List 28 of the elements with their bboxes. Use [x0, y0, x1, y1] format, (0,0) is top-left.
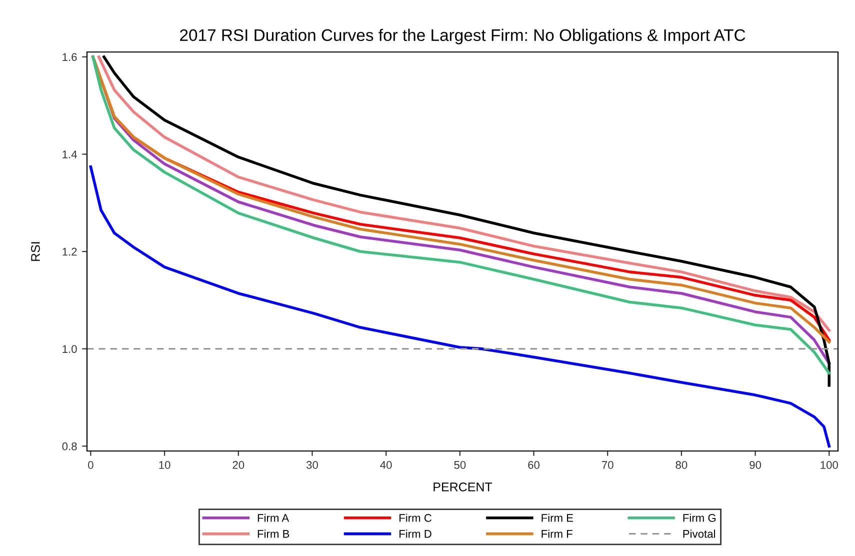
legend-label: Firm C — [400, 514, 432, 522]
y-axis-title: RSI — [31, 242, 40, 261]
chart-title: 2017 RSI Duration Curves for the Largest Firm: No Obligations & Import ATC — [180, 28, 746, 44]
x-tick-label: 30 — [306, 461, 318, 469]
x-tick-label: 90 — [750, 461, 762, 469]
y-tick-label: 1.2 — [62, 248, 77, 256]
y-tick-label: 1.0 — [62, 345, 77, 353]
x-tick-label: 100 — [820, 461, 838, 469]
legend-label: Firm E — [542, 514, 574, 522]
y-tick-label: 1.6 — [62, 53, 77, 61]
x-tick-label: 0 — [88, 461, 94, 469]
legend-label: Firm B — [258, 530, 290, 538]
x-tick-label: 20 — [232, 461, 244, 469]
legend-label: Pivotal — [683, 530, 716, 538]
y-tick-label: 0.8 — [62, 442, 77, 450]
x-tick-label: 40 — [380, 461, 392, 469]
x-tick-label: 10 — [159, 461, 170, 469]
x-tick-label: 70 — [602, 461, 614, 469]
x-axis-title: PERCENT — [434, 482, 492, 492]
legend-label: Firm D — [400, 530, 432, 538]
x-tick-label: 80 — [676, 461, 688, 469]
x-tick-label: 50 — [454, 461, 466, 469]
legend-label: Firm A — [258, 514, 290, 522]
y-tick-label: 1.4 — [62, 150, 77, 158]
legend-label: Firm G — [683, 514, 716, 522]
line-series — [89, 165, 831, 448]
x-tick-label: 60 — [528, 461, 540, 469]
legend-label: Firm F — [542, 530, 572, 538]
